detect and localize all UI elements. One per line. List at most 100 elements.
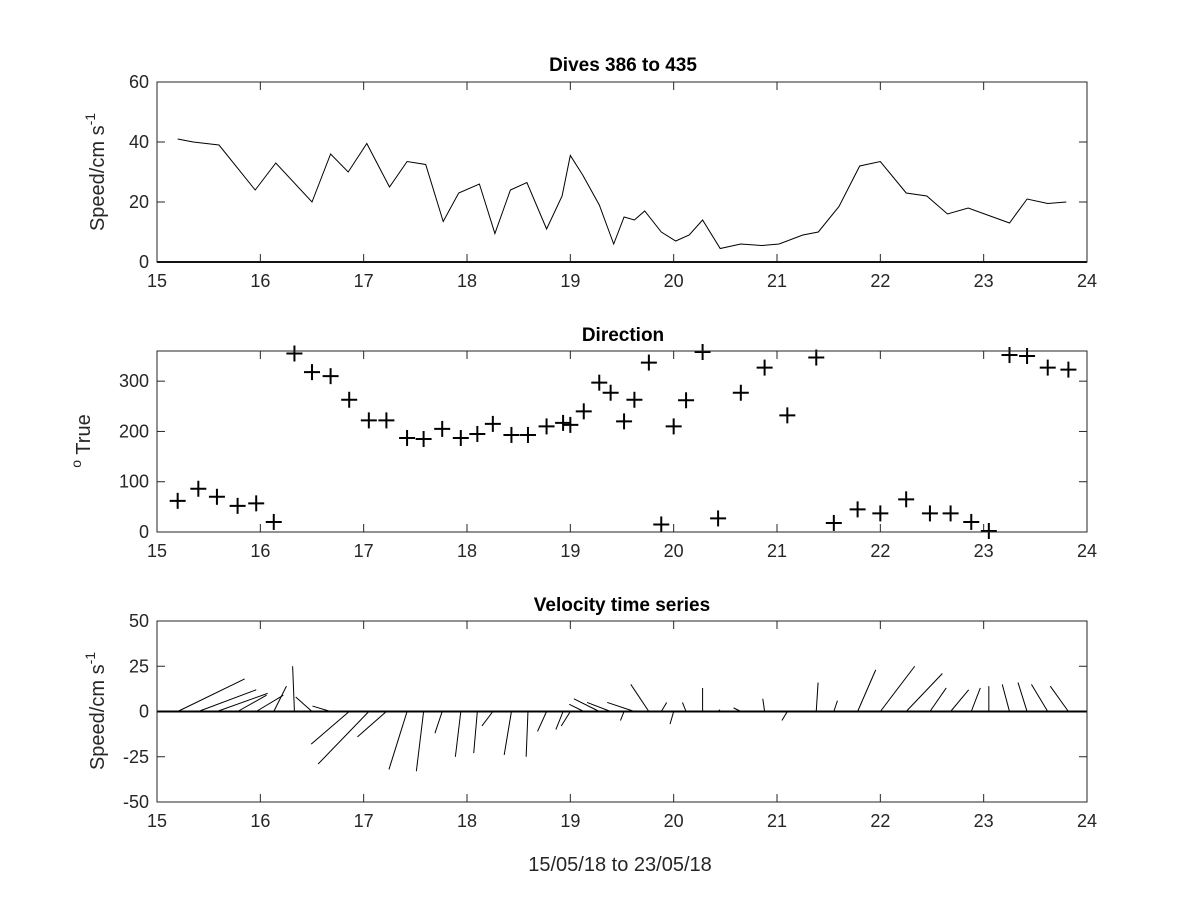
velocity-stick [198, 689, 257, 712]
direction-x-tick-label: 21 [767, 541, 787, 561]
direction-plus-marker [286, 345, 303, 362]
velocity-stick [388, 711, 408, 770]
velocity-panel-plot [157, 665, 1087, 772]
direction-plus-marker [341, 391, 358, 408]
speed-x-tick-label: 21 [767, 271, 787, 291]
velocity-stick [454, 711, 462, 757]
direction-plus-marker [710, 510, 727, 527]
direction-plus-marker [1001, 347, 1018, 364]
velocity-x-tick-label: 15 [147, 811, 167, 831]
direction-x-tick-label: 15 [147, 541, 167, 561]
velocity-stick [905, 673, 943, 712]
direction-plus-marker [484, 415, 501, 432]
velocity-stick [607, 701, 635, 712]
velocity-stick [481, 711, 494, 727]
direction-plus-marker [808, 349, 825, 366]
direction-plus-marker [434, 420, 451, 437]
direction-plus-marker [304, 364, 320, 381]
direction-x-tick-label: 17 [354, 541, 374, 561]
direction-plus-marker [538, 418, 555, 435]
direction-plus-marker [575, 403, 592, 420]
direction-panel: Direction 15 16 17 18 19 20 21 22 23 24 0 100 200 300… [68, 325, 1097, 561]
direction-plus-marker [248, 495, 265, 512]
velocity-panel-frame [156, 620, 1088, 803]
direction-plus-marker [678, 392, 695, 409]
velocity-stick [317, 711, 370, 765]
direction-plus-marker [399, 429, 416, 446]
direction-plus-marker [208, 488, 225, 505]
direction-plus-marker [616, 413, 633, 430]
speed-panel-title: Dives 386 to 435 [549, 55, 697, 76]
velocity-stick [312, 705, 331, 712]
speed-x-tick-label: 15 [147, 271, 167, 291]
velocity-stick [295, 696, 313, 712]
velocity-stick [434, 711, 443, 734]
velocity-stick [586, 701, 611, 712]
direction-plus-marker [562, 416, 579, 433]
velocity-stick [950, 689, 970, 712]
direction-plus-marker [452, 429, 469, 446]
velocity-stick [1049, 685, 1069, 712]
velocity-x-tick-label: 24 [1077, 811, 1097, 831]
velocity-stick [310, 711, 350, 745]
direction-plus-marker [602, 384, 619, 401]
velocity-panel-ylabel: Speed/cm s-1 [82, 652, 109, 770]
speed-x-tick-label: 20 [664, 271, 684, 291]
velocity-x-tick-label: 17 [354, 811, 374, 831]
velocity-y-tick-label: -50 [123, 792, 149, 812]
speed-panel: Dives 386 to 435 15 16 17 18 19 20 21 22 23 24 0 20… [82, 55, 1097, 291]
velocity-stick [660, 702, 668, 712]
direction-plus-marker [921, 505, 938, 522]
speed-panel-frame [156, 81, 1088, 263]
velocity-stick [569, 703, 584, 712]
direction-plus-marker [519, 426, 536, 443]
velocity-stick [619, 711, 625, 721]
speed-y-tick-label: 60 [129, 72, 149, 92]
velocity-x-tick-label: 18 [457, 811, 477, 831]
velocity-stick [681, 702, 687, 712]
direction-plus-marker [229, 497, 246, 514]
velocity-stick [733, 707, 742, 712]
velocity-stick [255, 694, 284, 712]
velocity-x-tick-label: 21 [767, 811, 787, 831]
velocity-stick [357, 711, 387, 738]
speed-x-tick-label: 16 [250, 271, 270, 291]
velocity-stick [669, 711, 675, 725]
direction-plus-marker [825, 514, 842, 531]
direction-y-tick-label: 200 [119, 421, 149, 441]
velocity-stick [216, 692, 268, 712]
velocity-x-tick-label: 19 [560, 811, 580, 831]
speed-x-tick-label: 19 [560, 271, 580, 291]
direction-plus-marker [1060, 361, 1077, 378]
velocity-panel-xlabel: 15/05/18 to 23/05/18 [528, 854, 712, 876]
velocity-x-tick-label: 16 [250, 811, 270, 831]
speed-x-tick-label: 23 [974, 271, 994, 291]
velocity-x-tick-label: 20 [664, 811, 684, 831]
direction-plus-marker [872, 505, 889, 522]
speed-y-tick-label: 0 [139, 252, 149, 272]
speed-y-tick-label: 20 [129, 192, 149, 212]
speed-x-tick-label: 17 [354, 271, 374, 291]
velocity-stick [292, 666, 295, 712]
velocity-y-tick-label: 25 [129, 656, 149, 676]
direction-y-tick-label: 0 [139, 522, 149, 542]
speed-panel-ylabel: Speed/cm s-1 [82, 113, 109, 231]
direction-x-tick-label: 24 [1077, 541, 1097, 561]
direction-plus-marker [694, 344, 711, 361]
direction-plus-marker [360, 412, 377, 429]
direction-plus-marker [503, 426, 520, 443]
direction-plus-marker [1039, 359, 1056, 376]
direction-y-tick-label: 300 [119, 371, 149, 391]
velocity-stick [815, 682, 819, 712]
velocity-stick [525, 711, 529, 757]
direction-x-tick-label: 22 [870, 541, 890, 561]
velocity-stick [762, 698, 766, 712]
velocity-stick [879, 665, 916, 712]
velocity-stick [970, 687, 981, 712]
direction-plus-marker [415, 430, 432, 447]
direction-plus-marker [779, 407, 796, 424]
velocity-stick [560, 711, 571, 727]
velocity-y-tick-label: 0 [139, 702, 149, 722]
